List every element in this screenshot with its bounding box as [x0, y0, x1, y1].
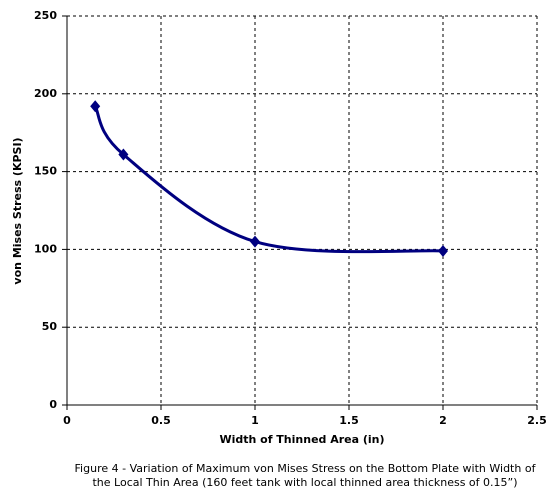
marker: [438, 244, 448, 257]
x-axis-label: Width of Thinned Area (in): [219, 433, 384, 446]
y-tick-label: 250: [34, 9, 57, 22]
x-tick-label: 2.5: [527, 414, 547, 427]
x-tick-label: 1: [251, 414, 259, 427]
caption-line: the Local Thin Area (160 feet tank with …: [92, 476, 517, 489]
x-tick-label: 2: [439, 414, 447, 427]
x-tick-label: 0.5: [151, 414, 171, 427]
y-tick-label: 150: [34, 165, 57, 178]
x-tick-label: 0: [63, 414, 71, 427]
series-line: [93, 105, 444, 254]
marker: [118, 148, 129, 161]
y-tick-label: 100: [34, 242, 57, 255]
y-axis-label: von Mises Stress (KPSI): [11, 137, 24, 284]
marker: [90, 100, 101, 113]
y-tick-label: 0: [49, 398, 57, 411]
caption-line: Figure 4 - Variation of Maximum von Mise…: [75, 462, 537, 475]
y-tick-label: 50: [42, 320, 58, 333]
marker: [250, 235, 260, 248]
x-tick-label: 1.5: [339, 414, 359, 427]
y-tick-label: 200: [34, 87, 57, 100]
